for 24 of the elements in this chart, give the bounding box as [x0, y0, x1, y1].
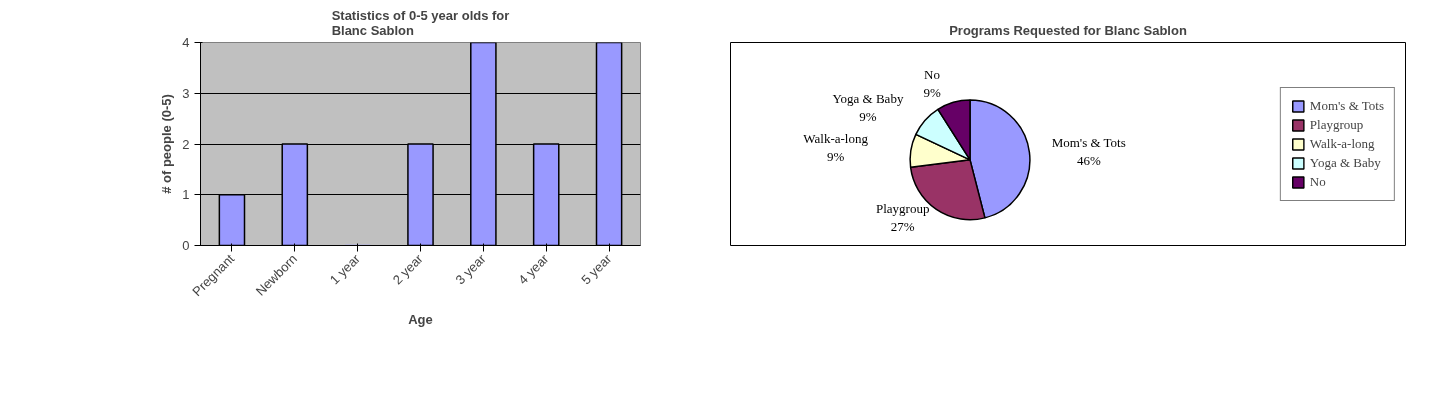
chart-title: Statistics of 0-5 year olds for Blanc Sablon: [331, 7, 510, 38]
data-label: 9%: [826, 148, 845, 164]
y-axis-title: # of people (0-5): [159, 94, 175, 194]
chart-title: Programs Requested for Blanc Sablon: [949, 22, 1187, 38]
slice-label: No: [924, 67, 940, 83]
slice-label: Mom's & Tots: [1051, 134, 1126, 150]
slice-label: Walk-a-long: [803, 130, 869, 146]
legend-label: Mom's & Tots: [1309, 97, 1384, 114]
data-label: 46%: [1076, 152, 1101, 168]
y-tick-label: 1: [182, 187, 190, 203]
data-label: 27%: [890, 219, 915, 235]
y-tick-label: 4: [182, 35, 190, 50]
y-tick-label: 0: [182, 238, 190, 253]
y-tick-label: 2: [182, 136, 190, 152]
slice-label: Yoga & Baby: [832, 90, 904, 106]
legend-label: Playgroup: [1309, 116, 1364, 133]
legend-label: Yoga & Baby: [1309, 154, 1381, 171]
legend-label: No: [1309, 173, 1327, 190]
slice-label: Playgroup: [875, 201, 930, 217]
legend-label: Walk-a-long: [1309, 135, 1375, 152]
x-axis-title: Age: [408, 312, 433, 328]
data-label: 9%: [859, 108, 877, 124]
y-tick-label: 3: [182, 85, 190, 101]
data-label: 9%: [923, 85, 941, 101]
